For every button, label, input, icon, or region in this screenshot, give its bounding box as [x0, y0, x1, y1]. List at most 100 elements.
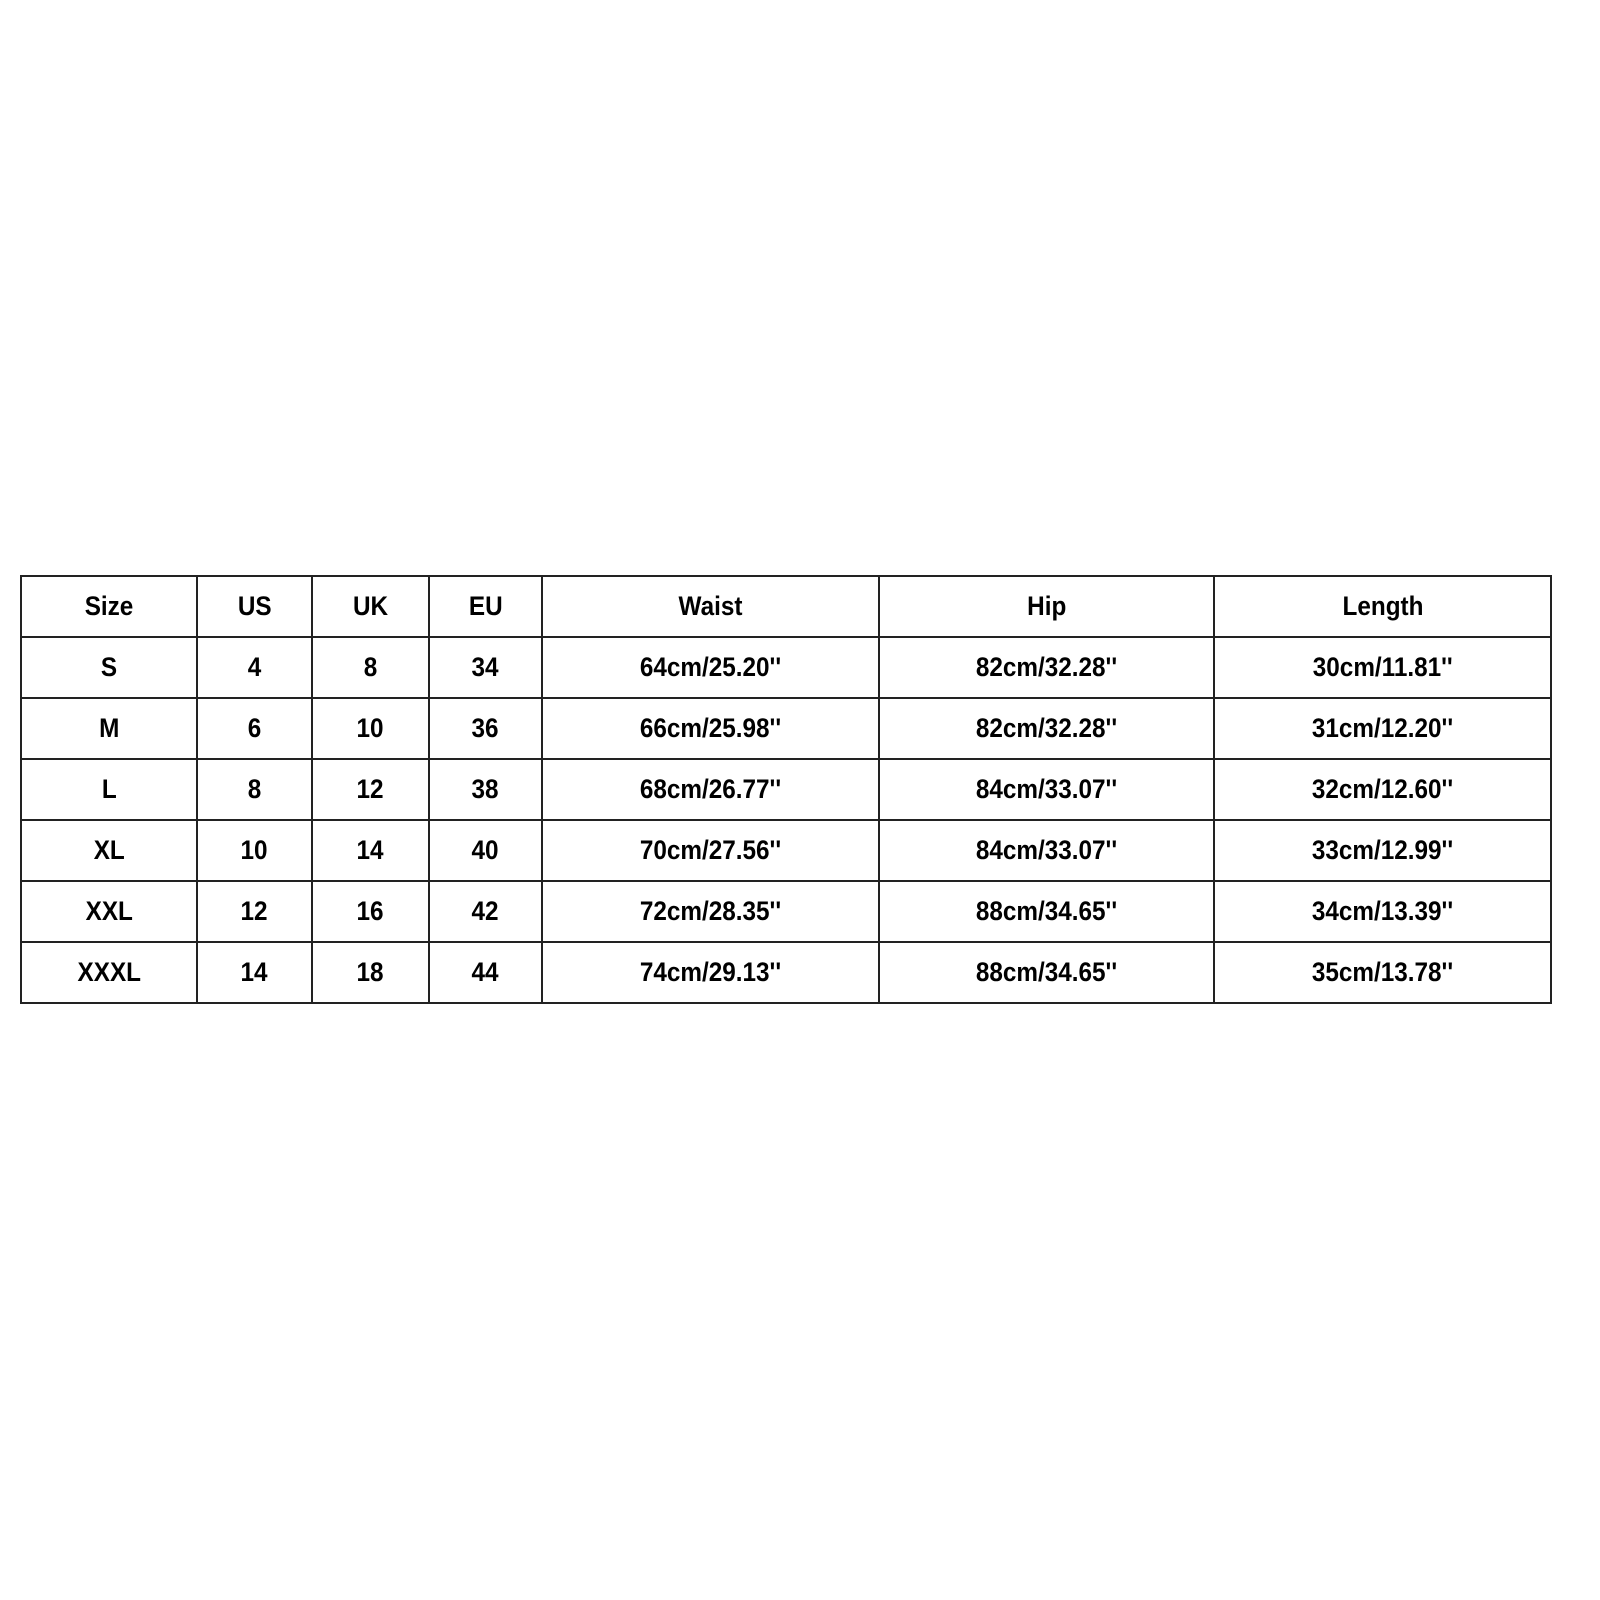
header-label: Hip	[1026, 591, 1067, 621]
cell-eu: 42	[428, 880, 543, 943]
table-row: XXL 12 16 42 72cm/28.35'' 88cm/34.65'' 34cm/13…	[20, 880, 1552, 943]
cell-value: 36	[471, 713, 500, 743]
cell-us: 8	[196, 758, 313, 821]
cell-value: 32cm/12.60''	[1311, 774, 1454, 804]
cell-value: 14	[240, 957, 269, 987]
cell-value: 12	[356, 774, 385, 804]
cell-value: XXL	[85, 896, 133, 926]
cell-size: XXL	[20, 880, 198, 943]
cell-waist: 66cm/25.98''	[541, 697, 880, 760]
cell-value: 66cm/25.98''	[639, 713, 782, 743]
cell-uk: 14	[311, 819, 430, 882]
cell-size: XL	[20, 819, 198, 882]
cell-length: 34cm/13.39''	[1213, 880, 1552, 943]
cell-eu: 44	[428, 941, 543, 1004]
cell-length: 31cm/12.20''	[1213, 697, 1552, 760]
cell-value: 40	[471, 835, 500, 865]
cell-us: 12	[196, 880, 313, 943]
cell-us: 6	[196, 697, 313, 760]
cell-value: 82cm/32.28''	[975, 652, 1118, 682]
cell-value: 88cm/34.65''	[975, 896, 1118, 926]
cell-length: 35cm/13.78''	[1213, 941, 1552, 1004]
header-waist: Waist	[541, 575, 880, 638]
cell-value: 84cm/33.07''	[975, 774, 1118, 804]
cell-eu: 40	[428, 819, 543, 882]
cell-length: 32cm/12.60''	[1213, 758, 1552, 821]
cell-size: M	[20, 697, 198, 760]
cell-uk: 16	[311, 880, 430, 943]
header-label: UK	[352, 591, 389, 621]
cell-value: 14	[356, 835, 385, 865]
cell-uk: 8	[311, 636, 430, 699]
table-row: XXXL 14 18 44 74cm/29.13'' 88cm/34.65'' 35cm/1…	[20, 941, 1552, 1004]
cell-value: 10	[240, 835, 269, 865]
cell-value: 88cm/34.65''	[975, 957, 1118, 987]
cell-hip: 82cm/32.28''	[878, 697, 1215, 760]
size-chart-table: Size US UK EU Waist Hip Length S 4 8 34 64cm/25.20…	[20, 575, 1552, 1004]
cell-size: XXXL	[20, 941, 198, 1004]
header-hip: Hip	[878, 575, 1215, 638]
cell-value: 12	[240, 896, 269, 926]
header-uk: UK	[311, 575, 430, 638]
header-label: Waist	[678, 591, 743, 621]
cell-value: L	[101, 774, 117, 804]
cell-value: 31cm/12.20''	[1311, 713, 1454, 743]
cell-waist: 64cm/25.20''	[541, 636, 880, 699]
cell-value: 64cm/25.20''	[639, 652, 782, 682]
cell-uk: 10	[311, 697, 430, 760]
header-size: Size	[20, 575, 198, 638]
cell-waist: 70cm/27.56''	[541, 819, 880, 882]
header-length: Length	[1213, 575, 1552, 638]
cell-value: 30cm/11.81''	[1312, 652, 1453, 682]
table-row: M 6 10 36 66cm/25.98'' 82cm/32.28'' 31cm/12.20…	[20, 697, 1552, 760]
header-us: US	[196, 575, 313, 638]
header-label: Size	[84, 591, 134, 621]
cell-value: 84cm/33.07''	[975, 835, 1118, 865]
cell-value: 44	[471, 957, 500, 987]
header-eu: EU	[428, 575, 543, 638]
cell-value: 18	[356, 957, 385, 987]
cell-value: 33cm/12.99''	[1311, 835, 1454, 865]
header-label: US	[237, 591, 272, 621]
header-row: Size US UK EU Waist Hip Length	[20, 575, 1552, 638]
cell-hip: 84cm/33.07''	[878, 758, 1215, 821]
cell-value: 8	[247, 774, 262, 804]
cell-hip: 88cm/34.65''	[878, 941, 1215, 1004]
cell-value: 4	[247, 652, 262, 682]
cell-eu: 36	[428, 697, 543, 760]
cell-value: 34	[471, 652, 500, 682]
cell-waist: 68cm/26.77''	[541, 758, 880, 821]
cell-value: 34cm/13.39''	[1311, 896, 1454, 926]
cell-hip: 88cm/34.65''	[878, 880, 1215, 943]
cell-value: 38	[471, 774, 500, 804]
cell-value: 82cm/32.28''	[975, 713, 1118, 743]
table-row: S 4 8 34 64cm/25.20'' 82cm/32.28'' 30cm/11.81'…	[20, 636, 1552, 699]
cell-value: 6	[247, 713, 262, 743]
table-row: XL 10 14 40 70cm/27.56'' 84cm/33.07'' 33cm/12.…	[20, 819, 1552, 882]
cell-value: 68cm/26.77''	[639, 774, 782, 804]
cell-value: 70cm/27.56''	[639, 835, 782, 865]
cell-us: 14	[196, 941, 313, 1004]
cell-value: 16	[356, 896, 385, 926]
header-label: Length	[1341, 591, 1423, 621]
cell-value: 42	[471, 896, 500, 926]
cell-value: XL	[93, 835, 125, 865]
cell-size: S	[20, 636, 198, 699]
cell-waist: 74cm/29.13''	[541, 941, 880, 1004]
cell-waist: 72cm/28.35''	[541, 880, 880, 943]
cell-hip: 84cm/33.07''	[878, 819, 1215, 882]
cell-value: S	[100, 652, 118, 682]
cell-us: 4	[196, 636, 313, 699]
cell-value: XXXL	[77, 957, 141, 987]
cell-value: 35cm/13.78''	[1311, 957, 1454, 987]
cell-value: 8	[363, 652, 378, 682]
cell-length: 33cm/12.99''	[1213, 819, 1552, 882]
cell-value: 10	[356, 713, 385, 743]
cell-value: M	[98, 713, 120, 743]
cell-uk: 12	[311, 758, 430, 821]
cell-us: 10	[196, 819, 313, 882]
cell-eu: 34	[428, 636, 543, 699]
cell-uk: 18	[311, 941, 430, 1004]
cell-hip: 82cm/32.28''	[878, 636, 1215, 699]
cell-value: 72cm/28.35''	[639, 896, 782, 926]
